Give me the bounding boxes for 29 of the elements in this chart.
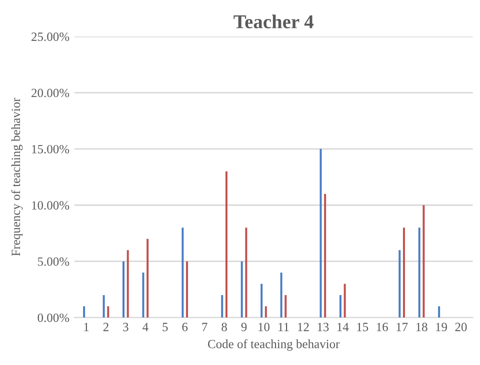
x-tick-label: 10: [258, 322, 270, 332]
y-tick-label: 15.00%: [32, 144, 70, 154]
x-tick-label: 20: [455, 322, 467, 332]
x-axis-title: Code of teaching behavior: [208, 339, 340, 351]
y-tick-label: 20.00%: [32, 88, 70, 98]
y-tick-label: 0.00%: [38, 314, 70, 322]
x-tick-label: 15: [357, 322, 368, 332]
y-tick-label: 5.00%: [38, 257, 70, 266]
x-tick-label: 7: [202, 322, 208, 332]
y-tick-label: 25.00%: [32, 32, 70, 42]
x-tick-label: 12: [298, 322, 309, 332]
x-tick-label: 4: [142, 322, 148, 332]
x-tick-label: 17: [396, 322, 408, 332]
x-tick-label: 1: [84, 322, 89, 332]
x-tick-label: 11: [278, 322, 289, 332]
x-tick-label: 8: [222, 322, 227, 332]
x-tick-label: 13: [318, 322, 329, 332]
y-axis-title: Frequency of teaching behavior: [11, 98, 23, 256]
x-tick-label: 14: [337, 322, 349, 332]
x-tick-label: 16: [376, 322, 388, 332]
x-tick-label: 5: [162, 322, 168, 332]
x-tick-label: 18: [416, 322, 428, 332]
x-tick-label: 6: [182, 322, 188, 332]
x-tick-label: 19: [436, 322, 447, 332]
x-tick-label: 2: [103, 322, 108, 332]
x-tick-label: 9: [241, 322, 247, 332]
chart-title: Teacher 4: [234, 14, 314, 28]
y-tick-label: 10.00%: [32, 201, 70, 210]
x-tick-label: 3: [123, 322, 128, 332]
